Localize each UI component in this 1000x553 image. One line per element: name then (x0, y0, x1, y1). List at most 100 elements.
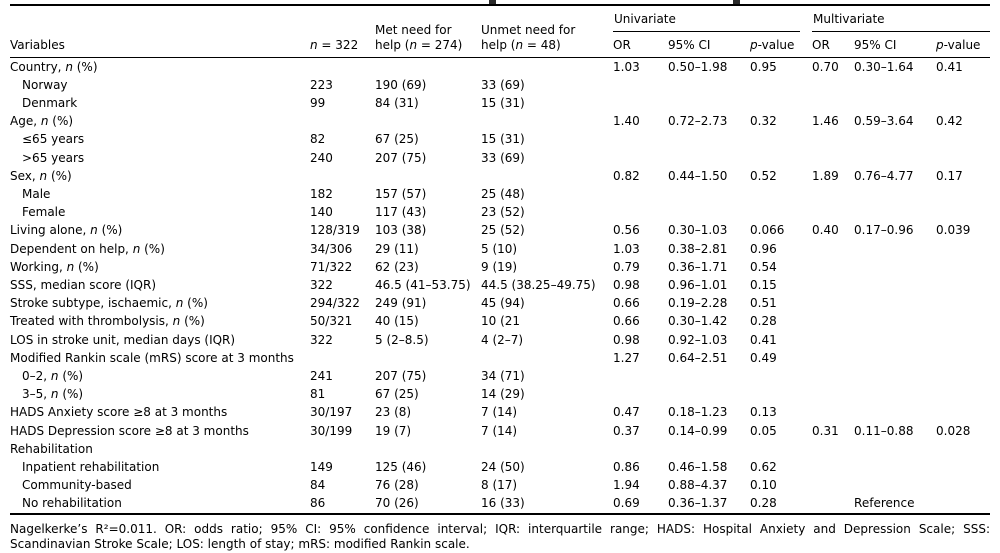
cell-uni-pvalue: 0.05 (750, 423, 777, 438)
cell-uni-or: 0.82 (613, 168, 640, 183)
cell-multi-ci (854, 331, 936, 349)
cell-met-need: 29 (11) (375, 241, 419, 256)
cell-multi-ci: 0.59–3.64 (854, 114, 914, 129)
col-header-uni-pvalue: p-value (750, 32, 813, 58)
cell-uni-pvalue: 0.95 (750, 59, 777, 74)
cell-unmet-need: 25 (52) (481, 223, 525, 238)
cell-multi-pvalue: 0.028 (936, 423, 971, 438)
cell-unmet-need: 23 (52) (481, 205, 525, 220)
cell-n: 30/197 (310, 405, 353, 420)
cell-uni-ci: 0.50–1.98 (668, 59, 728, 74)
cell-uni-pvalue (750, 76, 812, 94)
cell-uni-or (613, 203, 668, 221)
col-header-variables: Variables (10, 5, 310, 58)
cell-multi-pvalue: 0.41 (936, 59, 963, 74)
cell-multi-pvalue (936, 367, 990, 385)
cell-met-need: 67 (25) (375, 132, 419, 147)
cell-multi-ci (854, 458, 936, 476)
cell-uni-or: 0.56 (613, 223, 640, 238)
cell-uni-or: 0.37 (613, 423, 640, 438)
cell-multi-ci: 0.17–0.96 (854, 223, 914, 238)
cell-uni-pvalue: 0.51 (750, 296, 777, 311)
cell-uni-ci (668, 130, 750, 148)
cell-variable: Age, n (%) (10, 114, 74, 129)
cell-uni-ci: 0.88–4.37 (668, 478, 728, 493)
cell-uni-pvalue: 0.41 (750, 332, 777, 347)
cell-met-need: 70 (26) (375, 496, 419, 511)
col-header-multi-pvalue: p-value (936, 32, 991, 58)
table-row: >65 years 240 207 (75) 33 (69) (10, 149, 990, 167)
cell-n: 241 (310, 368, 333, 383)
cell-unmet-need: 33 (69) (481, 150, 525, 165)
cell-unmet-need: 9 (19) (481, 259, 518, 274)
cell-met-need: 157 (57) (375, 186, 427, 201)
cell-n: 81 (310, 387, 326, 402)
cell-uni-ci: 0.72–2.73 (668, 114, 728, 129)
cell-multi-pvalue (936, 440, 990, 458)
cell-uni-pvalue: 0.15 (750, 277, 777, 292)
cell-multi-pvalue (936, 476, 990, 494)
cell-variable: HADS Anxiety score ≥8 at 3 months (10, 405, 228, 420)
cell-uni-pvalue (750, 130, 812, 148)
col-header-met-need: Met need for help (n = 274) (375, 5, 481, 58)
cell-uni-or (613, 185, 668, 203)
cell-multi-pvalue (936, 403, 990, 421)
cell-multi-pvalue: 0.17 (936, 168, 963, 183)
cell-uni-ci: 0.19–2.28 (668, 296, 728, 311)
cell-unmet-need: 15 (31) (481, 95, 525, 110)
cell-uni-ci: 0.30–1.42 (668, 314, 728, 329)
cell-met-need: 103 (38) (375, 223, 427, 238)
cell-n: 84 (310, 478, 326, 493)
cell-multi-pvalue (936, 294, 990, 312)
cell-uni-pvalue: 0.10 (750, 478, 777, 493)
table-footnote: Nagelkerke’s R²=0.011. OR: odds ratio; 9… (10, 521, 990, 552)
cell-uni-ci: 0.14–0.99 (668, 423, 728, 438)
cell-multi-ci (854, 240, 936, 258)
cell-uni-or: 0.98 (613, 277, 640, 292)
table-row: Age, n (%) 1.40 0.72–2.73 0.32 1.46 0.59–3.64… (10, 112, 990, 130)
cell-multi-pvalue: 0.42 (936, 114, 963, 129)
cell-unmet-need (481, 167, 613, 185)
table-row: Stroke subtype, ischaemic, n (%) 294/322 2… (10, 294, 990, 312)
cell-uni-pvalue: 0.62 (750, 459, 777, 474)
cell-unmet-need (481, 112, 613, 130)
cell-uni-or (613, 149, 668, 167)
table-row: 0–2, n (%) 241 207 (75) 34 (71) (10, 367, 990, 385)
cell-met-need (375, 167, 481, 185)
cell-n: 149 (310, 459, 333, 474)
cell-n (310, 112, 375, 130)
cell-uni-ci: 0.36–1.37 (668, 496, 728, 511)
cell-uni-or: 0.98 (613, 332, 640, 347)
cell-variable: Community-based (22, 478, 132, 493)
cell-met-need (375, 112, 481, 130)
table-row: Rehabilitation (10, 440, 990, 458)
cell-unmet-need: 34 (71) (481, 368, 525, 383)
cell-multi-or (812, 349, 854, 367)
cell-met-need: 40 (15) (375, 314, 419, 329)
group-header-multivariate: Multivariate (812, 5, 991, 32)
cell-n (310, 57, 375, 76)
cell-n: 30/199 (310, 423, 353, 438)
col-header-uni-or: OR (613, 32, 668, 58)
cell-unmet-need: 7 (14) (481, 405, 518, 420)
table-row: Working, n (%) 71/322 62 (23) 9 (19) 0.79 0.3… (10, 258, 990, 276)
cell-uni-or (613, 367, 668, 385)
cell-met-need: 46.5 (41–53.75) (375, 277, 471, 292)
cell-n: 99 (310, 95, 326, 110)
cell-multi-pvalue (936, 331, 990, 349)
cell-n (310, 349, 375, 367)
cell-met-need: 23 (8) (375, 405, 412, 420)
cell-multi-ci: 0.76–4.77 (854, 168, 914, 183)
cell-uni-or: 1.40 (613, 114, 640, 129)
cell-unmet-need: 16 (33) (481, 496, 525, 511)
cell-uni-pvalue: 0.28 (750, 314, 777, 329)
cell-multi-pvalue (936, 185, 990, 203)
cell-uni-ci: 0.44–1.50 (668, 168, 728, 183)
cell-multi-pvalue (936, 203, 990, 221)
cell-multi-or (812, 149, 854, 167)
results-table: Variables n = 322 Met need for help (n =… (10, 4, 991, 515)
cell-uni-ci: 0.96–1.01 (668, 277, 728, 292)
cell-multi-or (812, 185, 854, 203)
cell-multi-ci (854, 185, 936, 203)
cell-multi-ci (854, 149, 936, 167)
